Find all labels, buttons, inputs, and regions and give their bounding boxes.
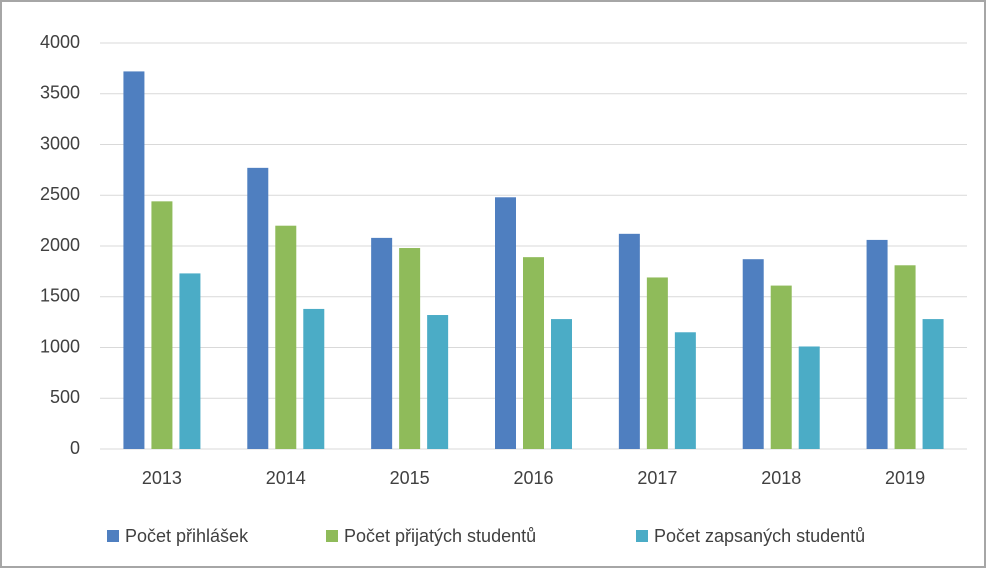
legend-label: Počet přihlášek: [125, 526, 249, 546]
x-tick-label: 2017: [637, 468, 677, 488]
x-tick-label: 2014: [266, 468, 306, 488]
bar: [495, 197, 516, 449]
bar: [798, 346, 820, 449]
bar: [646, 277, 668, 449]
x-tick-label: 2018: [761, 468, 801, 488]
bar: [123, 71, 145, 450]
bar: [618, 233, 640, 449]
y-tick-label: 0: [70, 438, 80, 458]
bar: [742, 259, 764, 449]
x-tick-label: 2013: [142, 468, 182, 488]
bar: [179, 273, 201, 449]
bar: [866, 239, 888, 449]
y-tick-label: 1500: [40, 286, 80, 306]
legend-swatch: [107, 530, 119, 542]
x-tick-label: 2019: [885, 468, 925, 488]
y-tick-label: 3500: [40, 83, 80, 103]
y-tick-label: 500: [50, 387, 80, 407]
bar: [247, 167, 269, 449]
y-tick-label: 2500: [40, 184, 80, 204]
bar: [922, 319, 944, 449]
x-tick-label: 2016: [513, 468, 553, 488]
bar: [371, 237, 393, 449]
legend-label: Počet zapsaných studentů: [654, 526, 865, 546]
bar: [894, 265, 916, 449]
y-tick-label: 1000: [40, 336, 80, 356]
legend-swatch: [636, 530, 648, 542]
bar: [427, 315, 449, 449]
y-tick-label: 3000: [40, 133, 80, 153]
legend-swatch: [326, 530, 338, 542]
bar: [275, 225, 297, 449]
bar: [151, 201, 173, 449]
y-tick-label: 2000: [40, 235, 80, 255]
bar: [674, 332, 696, 449]
bar: [303, 308, 325, 449]
bar: [399, 248, 421, 449]
x-tick-label: 2015: [390, 468, 430, 488]
y-tick-label: 4000: [40, 32, 80, 52]
bar: [523, 257, 544, 449]
bar: [551, 319, 572, 449]
legend-label: Počet přijatých studentů: [344, 526, 536, 546]
bar: [770, 285, 792, 449]
